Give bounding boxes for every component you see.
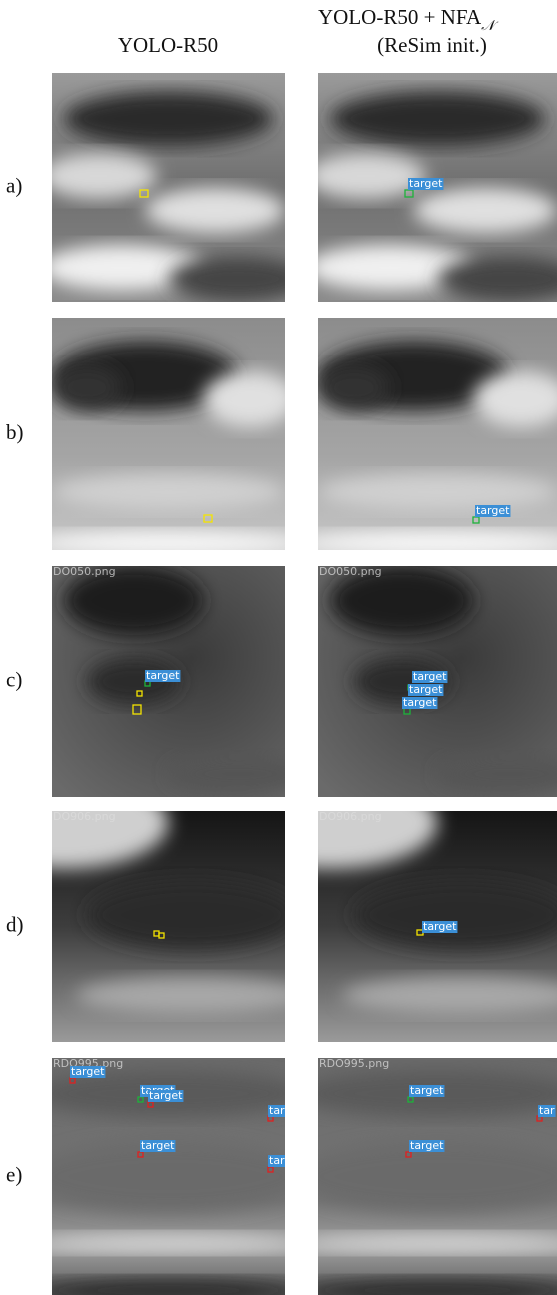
image-texture <box>169 256 309 302</box>
image-texture <box>318 473 557 510</box>
column-header: (ReSim init.) <box>377 33 487 57</box>
target-label: target <box>71 1065 105 1078</box>
target-label: tar <box>539 1104 555 1117</box>
row-label: d) <box>6 912 24 936</box>
target-label: target <box>476 504 510 517</box>
target-label: target <box>149 1089 183 1102</box>
image-texture <box>52 364 122 410</box>
image-texture <box>29 1233 309 1252</box>
image-panel <box>40 73 308 302</box>
target-label: target <box>141 1139 175 1152</box>
image-texture <box>75 977 308 1014</box>
image-texture <box>52 473 285 510</box>
row-label: a) <box>6 173 22 197</box>
row-label: b) <box>6 420 24 444</box>
image-panel <box>29 318 309 555</box>
target-label: target <box>409 683 443 696</box>
figure: YOLO-R50 YOLO-R50 + NFA𝒩 (ReSim init.) a… <box>0 0 557 1295</box>
target-label: target <box>423 920 457 933</box>
file-name: DO906.png <box>53 810 116 823</box>
column-header: YOLO-R50 + NFA𝒩 <box>318 5 499 34</box>
row-label: e) <box>6 1162 22 1186</box>
image-texture <box>306 153 426 199</box>
target-label: target <box>410 1139 444 1152</box>
header-text: YOLO-R50 + NFA <box>318 5 482 29</box>
file-name: DO050.png <box>53 565 116 578</box>
image-panel: target <box>294 318 557 555</box>
image-panel: RDO995.pngtargettargettargettartargettar <box>29 1057 309 1295</box>
target-label: target <box>146 669 180 682</box>
image-panel: DO050.png target <box>52 565 308 797</box>
column-header: YOLO-R50 <box>118 33 218 57</box>
image-panel: RDO995.png target tar target <box>294 1057 557 1295</box>
image-texture <box>29 531 309 554</box>
image-texture <box>203 371 296 427</box>
image-texture <box>318 364 390 410</box>
target-label: target <box>413 670 447 683</box>
target-label: tar <box>269 1154 285 1167</box>
image-texture <box>87 880 297 949</box>
file-name: RDO995.png <box>319 1057 389 1070</box>
image-panel: DO906.png <box>0 776 308 1042</box>
target-label: target <box>409 177 443 190</box>
file-name: DO906.png <box>319 810 382 823</box>
target-label: target <box>403 696 437 709</box>
header-subscript: 𝒩 <box>481 19 499 34</box>
image-panel: target <box>306 73 557 302</box>
image-texture <box>330 91 545 146</box>
image-texture <box>64 91 274 146</box>
row-label: c) <box>6 667 22 691</box>
target-label: target <box>410 1084 444 1097</box>
image-texture <box>414 188 557 234</box>
image-texture <box>169 755 309 792</box>
file-name: DO050.png <box>319 565 382 578</box>
image-texture <box>145 188 285 234</box>
target-label: tar <box>269 1104 285 1117</box>
